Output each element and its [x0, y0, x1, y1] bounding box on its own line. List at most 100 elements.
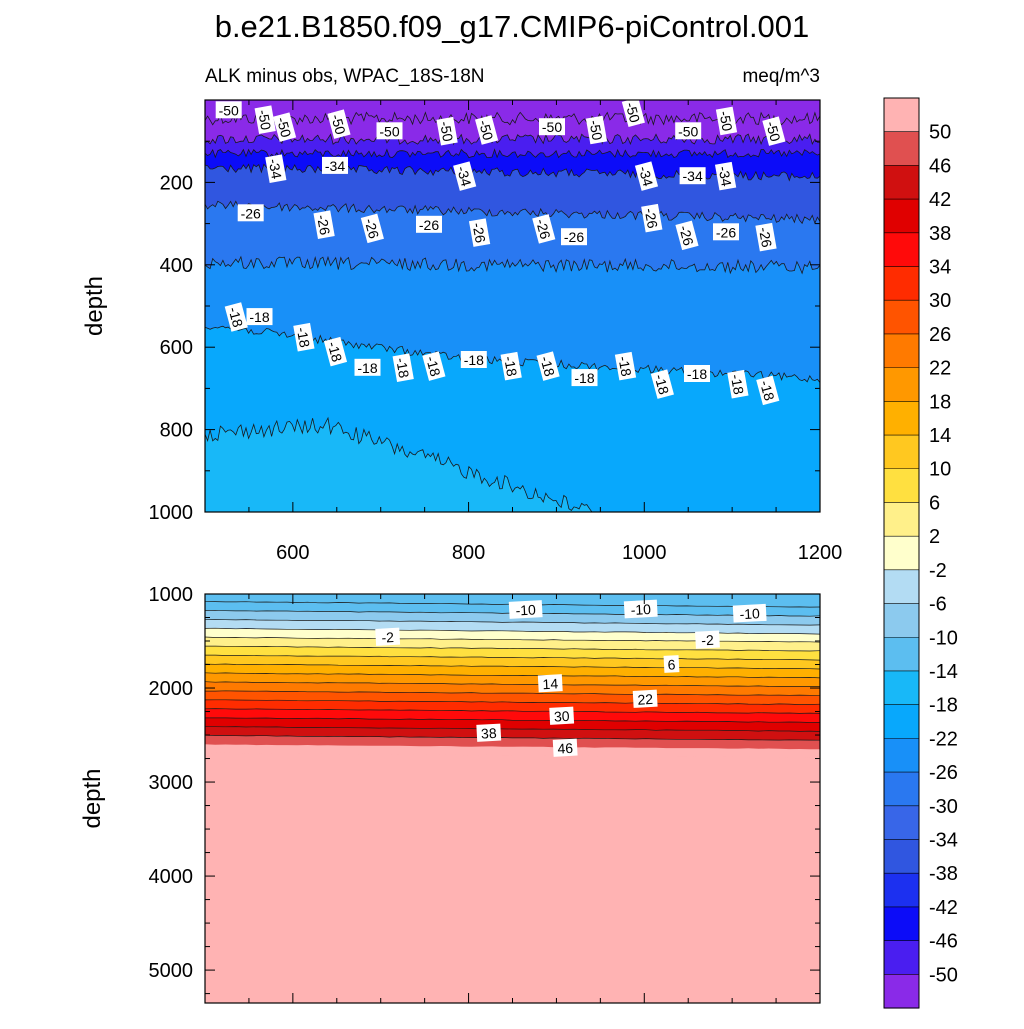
y-tick-label: 200 [160, 172, 193, 194]
contour-label-box [623, 599, 658, 619]
colorbar-swatch [884, 940, 919, 975]
colorbar-label: -46 [929, 931, 958, 953]
contour-label: 14 [537, 674, 563, 693]
colorbar-label: 26 [929, 324, 951, 346]
upper-ylabel: depth [81, 276, 108, 336]
contour-label-text: 6 [667, 656, 676, 672]
contour-label-text: -50 [379, 123, 399, 139]
colorbar-swatch [884, 333, 919, 369]
contour-label: -34 [634, 161, 659, 191]
contour-label-text: -34 [636, 164, 657, 188]
contour-label: -18 [246, 308, 273, 326]
contour-label-text: -50 [763, 119, 784, 143]
colorbar-swatch [884, 401, 919, 436]
contour-label-box [536, 351, 560, 381]
contour-label-text: 38 [481, 725, 498, 742]
contour-label-text: -18 [757, 379, 778, 403]
contour-label-box [323, 336, 348, 367]
contour-label-text: -18 [294, 326, 313, 349]
contour-label: -26 [641, 203, 663, 233]
contour-label-box [215, 101, 242, 119]
x-tick-label: 1200 [798, 542, 843, 564]
contour-label-text: -50 [437, 120, 456, 143]
contour-label-text: -18 [728, 373, 747, 396]
contour-label: -50 [475, 115, 499, 145]
colorbar-label: 22 [929, 358, 951, 380]
colorbar-swatch [884, 165, 919, 200]
contour-label-text: -50 [476, 118, 497, 142]
contour-label-text: -50 [255, 108, 274, 131]
y-tick-label: 1000 [149, 502, 194, 524]
contour-label-text: -26 [642, 207, 661, 230]
contour-label-box [561, 228, 587, 246]
contour-label-box [714, 161, 737, 191]
y-tick-label: 5000 [149, 960, 194, 982]
contour-label-box [621, 97, 645, 128]
colorbar-label: -10 [929, 627, 958, 649]
contour-label-text: -26 [676, 224, 697, 248]
colorbar-label: 34 [929, 257, 951, 279]
upper-contour-line [204, 111, 821, 126]
contour-label-text: -18 [615, 355, 634, 378]
contour-label: -18 [727, 369, 749, 399]
contour-label: -10 [732, 603, 767, 623]
lower-contour-line [204, 708, 821, 714]
contour-label-text: -26 [362, 217, 383, 241]
contour-label: -50 [585, 115, 608, 145]
contour-label-box [360, 213, 384, 244]
y-tick-label: 800 [160, 420, 193, 442]
contour-label: -26 [468, 218, 491, 247]
colorbar-swatch [884, 873, 919, 908]
contour-label-box [695, 630, 720, 649]
colorbar-label: 14 [929, 425, 951, 447]
upper-contour-line [204, 255, 821, 275]
colorbar-swatch [884, 367, 919, 402]
contour-label-box [679, 167, 706, 185]
colorbar-swatch [884, 637, 919, 672]
y-tick-label: 3000 [149, 772, 194, 794]
colorbar-label: 46 [929, 155, 951, 177]
contour-label: -26 [713, 223, 739, 241]
contour-label: -26 [755, 222, 777, 252]
contour-label-box [273, 112, 297, 142]
contour-label-box [453, 161, 477, 191]
contour-label-box [313, 210, 335, 239]
y-tick-label: 600 [160, 337, 193, 359]
contour-label-text: -18 [357, 360, 377, 376]
contour-label-text: -50 [623, 101, 644, 125]
contour-label-box [460, 351, 487, 368]
lower-contour-line [204, 663, 821, 670]
colorbar-label: -50 [929, 964, 958, 986]
colorbar-swatch [884, 536, 919, 571]
colorbar-swatch [884, 906, 919, 942]
lower-contour-line [205, 645, 821, 652]
contour-label-text: -18 [574, 370, 594, 386]
x-tick-label: 600 [276, 542, 309, 564]
contour-label-text: -26 [564, 229, 584, 245]
colorbar-swatch [884, 974, 919, 1009]
colorbar: 50 46 42 38 34 30 26 22 18 14 10 6 2 -2 -6 -10 -14 -18 -22… [883, 97, 958, 1009]
contour-label-text: -2 [381, 629, 394, 646]
contour-label: 6 [663, 655, 680, 673]
lower-contour-line [204, 699, 821, 705]
contour-label: -50 [762, 116, 786, 146]
colorbar-label: -42 [929, 897, 958, 919]
contour-label-box [475, 115, 499, 145]
colorbar-swatch [884, 468, 919, 504]
contour-label-text: -18 [325, 340, 346, 364]
contour-label: -26 [416, 215, 442, 233]
contour-label-box [392, 353, 414, 382]
upper-panel: -50-50 -50 -50 -50 -50 -50 -50 -50-50-50 -50 -50-… [81, 97, 843, 564]
contour-label-box [641, 203, 663, 233]
contour-label-box [500, 351, 522, 381]
lower-contour-line [205, 690, 821, 697]
contour-label-text: -50 [219, 102, 239, 118]
contour-label-text: -18 [423, 354, 444, 378]
contour-label-text: -50 [716, 110, 735, 133]
y-tick-label: 4000 [149, 866, 194, 888]
contour-label-text: -34 [325, 158, 345, 174]
colorbar-label: -38 [929, 863, 958, 885]
contour-label-box [713, 223, 739, 241]
